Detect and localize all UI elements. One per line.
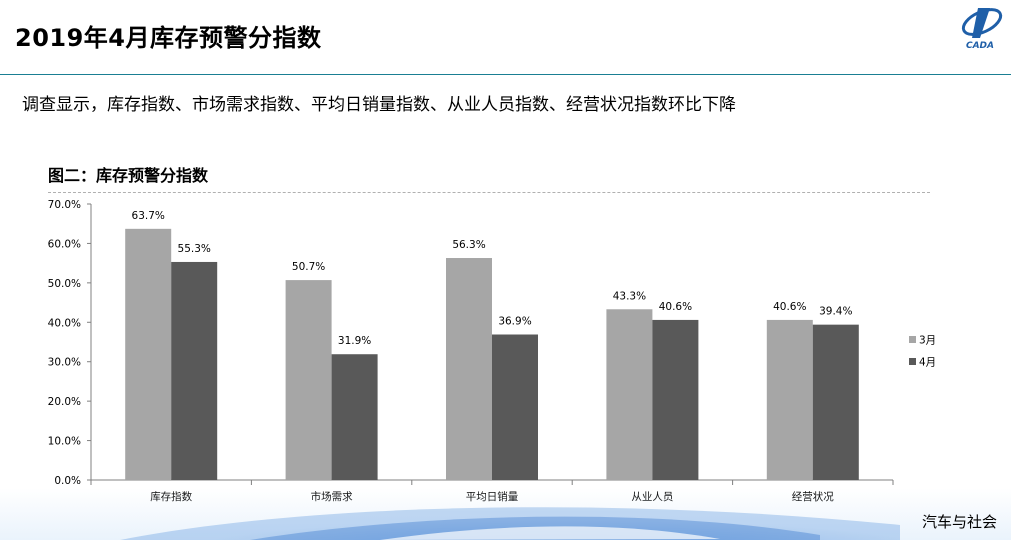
bar — [652, 319, 699, 480]
bar — [285, 280, 332, 480]
legend-swatch — [909, 336, 916, 343]
y-tick-label: 20.0% — [48, 396, 81, 408]
legend: 3月 4月 — [909, 335, 936, 369]
data-label: 55.3% — [178, 243, 211, 255]
data-label: 40.6% — [659, 301, 692, 313]
title-divider — [0, 74, 1011, 75]
bars: 63.7% 55.3% 50.7% 31.9% 56.3% 36.9% 43.3% 40.6%… — [125, 210, 859, 480]
bar — [171, 261, 218, 480]
bar — [606, 309, 653, 480]
y-tick-label: 60.0% — [48, 238, 81, 250]
data-label: 36.9% — [498, 316, 531, 328]
data-label: 56.3% — [452, 239, 485, 251]
bar — [331, 354, 378, 480]
chart-title-divider — [48, 192, 930, 193]
logo-text: CADA — [966, 41, 994, 50]
data-label: 63.7% — [132, 210, 165, 222]
y-axis: 0.0% 10.0% 20.0% 30.0% 40.0% 50.0% 60.0% 70.0% — [48, 199, 92, 487]
bar — [125, 228, 172, 480]
bar — [812, 324, 859, 480]
footer-swoosh — [120, 507, 900, 540]
legend-swatch — [909, 358, 916, 365]
legend-label: 3月 — [919, 335, 936, 347]
bar — [446, 258, 492, 480]
y-tick-label: 30.0% — [48, 357, 81, 369]
bar — [766, 319, 813, 480]
slide-subtitle: 调查显示，库存指数、市场需求指数、平均日销量指数、从业人员指数、经营状况指数环比… — [22, 95, 736, 115]
data-label: 43.3% — [613, 290, 646, 302]
y-tick-label: 50.0% — [48, 278, 81, 290]
data-label: 39.4% — [819, 306, 852, 318]
y-tick-label: 10.0% — [48, 436, 81, 448]
y-tick-label: 0.0% — [54, 475, 81, 487]
footer-text: 汽车与社会 — [921, 513, 997, 531]
cada-logo: CADA — [961, 8, 1003, 50]
y-tick-label: 40.0% — [48, 317, 81, 329]
data-label: 50.7% — [292, 261, 325, 273]
data-label: 31.9% — [338, 335, 371, 347]
chart-title: 图二：库存预警分指数 — [48, 166, 209, 185]
legend-label: 4月 — [919, 357, 936, 369]
bar — [492, 334, 538, 480]
slide-title: 2019年4月库存预警分指数 — [15, 24, 322, 52]
data-label: 40.6% — [773, 301, 806, 313]
y-tick-label: 70.0% — [48, 199, 81, 211]
